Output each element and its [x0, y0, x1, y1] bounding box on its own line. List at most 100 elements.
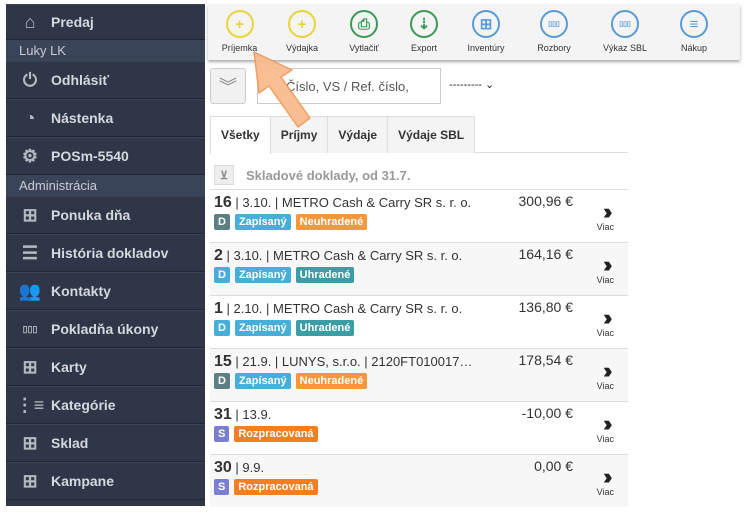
filter-toggle-button[interactable]: ︾ [210, 68, 246, 104]
badges: S Rozpracovaná [214, 426, 318, 442]
sidebar-item-hist-ria-dokladov[interactable]: ☰ História dokladov [6, 234, 205, 272]
amount: 136,80 € [518, 299, 574, 315]
status-badge: D [214, 267, 230, 283]
power-icon: ⏻ [22, 69, 38, 90]
chevron-double-right-icon: ›› [602, 305, 613, 330]
status-badge: Zapísaný [234, 373, 291, 389]
list-icon: ☰ [21, 242, 39, 263]
toolbar-button-label: Vytlačiť [349, 43, 379, 53]
tab-vydaje-sbl[interactable]: Výdaje SBL [387, 116, 476, 153]
sidebar-item-label: História dokladov [51, 245, 169, 261]
sidebar-item-kateg-rie[interactable]: ⋮≡ Kategórie [6, 386, 205, 424]
more-button[interactable]: ›› Viac [596, 305, 614, 339]
list-item[interactable]: 2 | 3.10. | METRO Cash & Carry SR s. r. … [210, 242, 628, 295]
search-input[interactable] [257, 68, 441, 104]
more-label: Viac [596, 222, 614, 232]
sidebar-item-kontakty[interactable]: 👥 Kontakty [6, 272, 205, 310]
doc-details: | 9.9. [231, 460, 265, 475]
list-item[interactable]: 15 | 21.9. | LUNYS, s.r.o. | 2120FT01001… [210, 348, 628, 401]
toolbar-button-6[interactable]: ▯▯▯ Výkaz SBL [589, 4, 661, 60]
bar-chart-icon: ▯▯▯ [22, 323, 38, 334]
badges: D Zapísaný Uhradené [214, 267, 355, 283]
toolbar-button-4[interactable]: ⊞ Inventúry [453, 4, 519, 60]
list-item[interactable]: 1 | 2.10. | METRO Cash & Carry SR s. r. … [210, 295, 628, 348]
download-icon: ⇣ [410, 10, 438, 38]
chevron-double-right-icon: ›› [602, 411, 613, 436]
amount: -10,00 € [521, 405, 573, 421]
boxes-icon: ⊞ [22, 470, 38, 491]
toolbar-button-1[interactable]: + Výdajka [271, 4, 333, 60]
chevron-double-right-icon: ›› [602, 464, 613, 489]
chevron-double-right-icon: ›› [602, 199, 613, 224]
toolbar-button-7[interactable]: ≡ Nákup [661, 4, 727, 60]
toolbar-button-label: Inventúry [467, 43, 505, 53]
filter-select[interactable]: --------- ⌄ [449, 78, 494, 91]
more-button[interactable]: ›› Viac [596, 411, 614, 445]
sidebar-item-label: Predaj [51, 14, 94, 30]
doc-details: | 3.10. | METRO Cash & Carry SR s. r. o. [231, 195, 472, 210]
sidebar: ⌂ Predaj Luky LK ⏻ Odhlásiť ◔ Nástenka ⚙ POSm-55… [6, 4, 205, 506]
sidebar-item-kampane[interactable]: ⊞ Kampane [6, 462, 205, 500]
clear-filter-icon[interactable]: ⊻ [214, 165, 234, 185]
sidebar-item-posm-5540[interactable]: ⚙ POSm-5540 [6, 137, 205, 175]
status-badge: Rozpracovaná [234, 426, 318, 442]
list-item[interactable]: 16 | 3.10. | METRO Cash & Carry SR s. r.… [210, 189, 628, 242]
plus-icon: + [288, 10, 316, 38]
doc-number: 15 [214, 353, 232, 370]
status-badge: Neuhradené [295, 214, 368, 230]
more-button[interactable]: ›› Viac [596, 199, 614, 233]
chevron-double-down-icon: ︾ [219, 77, 237, 97]
sidebar-item-label: Ponuka dňa [51, 207, 131, 223]
print-icon: ⎙ [350, 10, 378, 38]
sidebar-item-n-stenka[interactable]: ◔ Nástenka [6, 99, 205, 137]
sidebar-item-odhl-si-[interactable]: ⏻ Odhlásiť [6, 61, 205, 99]
toolbar-button-0[interactable]: + Príjemka [208, 4, 271, 60]
more-label: Viac [596, 275, 614, 285]
heading-text: Skladové doklady, od 31.7. [246, 167, 411, 183]
tab-vydaje[interactable]: Výdaje [327, 116, 389, 153]
list-item[interactable]: 30 | 9.9. 0,00 € S Rozpracovaná ›› Viac [210, 454, 628, 507]
sidebar-item-ponuka-d-a[interactable]: ⊞ Ponuka dňa [6, 196, 205, 234]
more-button[interactable]: ›› Viac [596, 254, 614, 286]
select-value: --------- [449, 79, 482, 91]
more-button[interactable]: ›› Viac [597, 464, 614, 498]
toolbar-button-2[interactable]: ⎙ Vytlačiť [333, 4, 395, 60]
toolbar-button-5[interactable]: ▯▯▯ Rozbory [519, 4, 589, 60]
doc-number: 1 [214, 300, 223, 317]
users-icon: 👥 [18, 280, 42, 301]
item-title: 31 | 13.9. [214, 406, 271, 424]
menu-icon: ≡ [680, 10, 708, 38]
amount: 164,16 € [518, 246, 574, 262]
more-label: Viac [596, 328, 614, 338]
chevron-double-right-icon: ›› [602, 358, 613, 383]
sidebar-item-sklad[interactable]: ⊞ Sklad [6, 424, 205, 462]
bar-chart-icon: ▯▯▯ [611, 10, 639, 38]
status-badge: S [214, 479, 230, 495]
tab-vsetky[interactable]: Všetky [210, 116, 271, 154]
status-badge: Zapísaný [234, 267, 291, 283]
more-button[interactable]: ›› Viac [597, 358, 614, 392]
toolbar: + Príjemka + Výdajka ⎙ Vytlačiť ⇣ Export ⊞ Invent… [208, 4, 740, 60]
sidebar-item-poklad-a-kony[interactable]: ▯▯▯ Pokladňa úkony [6, 310, 205, 348]
badges: D Zapísaný Neuhradené [214, 373, 368, 389]
plus-icon: + [225, 10, 254, 38]
more-label: Viac [596, 434, 614, 444]
sidebar-item-karty[interactable]: ⊞ Karty [6, 348, 205, 386]
dashboard-icon: ◔ [24, 107, 36, 128]
toolbar-button-label: Nákup [680, 43, 707, 53]
status-badge: Zapísaný [234, 320, 291, 336]
doc-details: | 2.10. | METRO Cash & Carry SR s. r. o. [222, 301, 463, 316]
bar-chart-icon: ▯▯▯ [540, 10, 568, 38]
status-badge: D [214, 320, 230, 336]
toolbar-button-3[interactable]: ⇣ Export [395, 4, 453, 60]
sidebar-item-label: Kampane [51, 473, 115, 489]
tab-prijmy[interactable]: Príjmy [269, 116, 329, 153]
amount: 0,00 € [534, 458, 573, 474]
gear-icon: ⚙ [21, 145, 39, 166]
sidebar-item-predaj[interactable]: ⌂ Predaj [6, 4, 205, 40]
doc-details: | 3.10. | METRO Cash & Carry SR s. r. o. [222, 248, 463, 263]
sidebar-item-label: Pokladňa úkony [51, 321, 159, 337]
doc-details: | 13.9. [231, 407, 272, 422]
status-badge: Uhradené [295, 267, 355, 283]
list-item[interactable]: 31 | 13.9. -10,00 € S Rozpracovaná ›› Viac [210, 401, 628, 454]
